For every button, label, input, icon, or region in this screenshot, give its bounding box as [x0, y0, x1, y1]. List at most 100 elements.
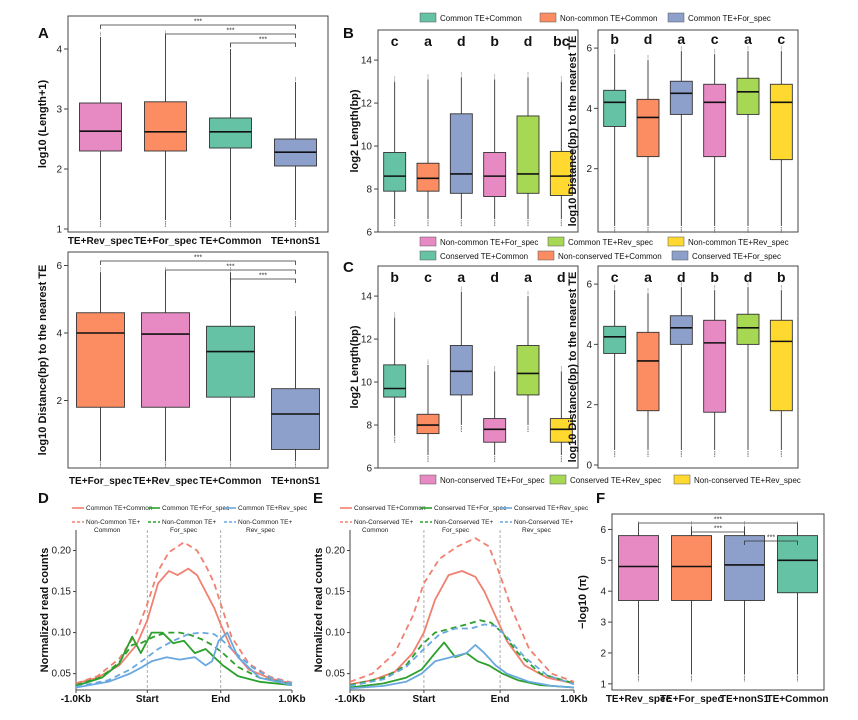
- outlier-point-B_left: [494, 220, 496, 222]
- outlier-point-C_right: [647, 289, 649, 291]
- outlier-point-B_left: [460, 220, 462, 222]
- series-line-E-2: [349, 641, 575, 689]
- outlier-point-B_right: [680, 48, 682, 50]
- significance-letter-C_right: a: [644, 269, 652, 285]
- category-label-F: TE+Rev_spec: [606, 694, 672, 705]
- legend-swatch-legend_c_top: [671, 250, 689, 261]
- box-B_left: [449, 113, 473, 194]
- outlier-point-B_left: [560, 79, 562, 81]
- y-tick-label-F: 3: [600, 618, 606, 629]
- outlier-point-B_left: [427, 75, 429, 77]
- outlier-point-A_top: [164, 221, 167, 223]
- outlier-point-C_left: [460, 288, 462, 290]
- outlier-point-B_right: [647, 231, 649, 233]
- outlier-point-C_right: [614, 450, 616, 453]
- y-tick-label-A_bottom: 6: [56, 261, 62, 272]
- outlier-point-C_left: [394, 315, 396, 317]
- y-tick-label-D: 0.05: [52, 669, 72, 680]
- box-B_left: [549, 150, 573, 196]
- y-tick-label-B_right: 6: [586, 44, 592, 55]
- legend-label-legend_d: Non-Common TE+: [86, 519, 140, 526]
- outlier-point-B_left: [494, 223, 496, 225]
- x-tick-label-D: -1.0Kb: [61, 694, 92, 705]
- legend-label-legend_e: Non-Conserved TE+: [354, 519, 414, 526]
- outlier-point-A_top: [229, 221, 232, 223]
- outlier-point-C_left: [527, 290, 529, 292]
- legend-label-legend_e: Non-Conserved TE+: [514, 519, 574, 526]
- significance-letter-C_right: b: [710, 269, 719, 285]
- y-axis-title-E: Normalized read counts: [313, 548, 325, 673]
- outlier-point-C_left: [560, 456, 562, 458]
- outlier-point-C_right: [714, 286, 716, 288]
- legend-label-legend_d: Non-Common TE+: [162, 519, 216, 526]
- outlier-point-A_top: [100, 35, 101, 37]
- outlier-point-C_left: [560, 460, 562, 463]
- outlier-point-A_bottom: [100, 266, 101, 268]
- x-tick-label-E: -1.0Kb: [335, 694, 366, 705]
- outlier-point-B_left: [394, 223, 396, 225]
- series-line-E-4: [349, 644, 575, 690]
- panel-letter-f: F: [596, 490, 605, 507]
- box-B_left: [516, 115, 540, 194]
- y-tick-label-D: 0.10: [52, 628, 72, 639]
- outlier-point-C_left: [394, 312, 396, 314]
- outlier-point-C_right: [680, 455, 682, 457]
- outlier-point-B_right: [747, 49, 749, 51]
- y-tick-label-F: 2: [600, 648, 606, 659]
- category-label-A_top: TE+nonS1: [271, 236, 321, 247]
- significance-letter-C_right: c: [611, 269, 619, 285]
- outlier-point-C_right: [680, 284, 682, 286]
- legend-label-legend_b_bottom: Non-common TE+For_spec: [440, 238, 538, 247]
- significance-letter-C_left: a: [457, 269, 465, 285]
- outlier-point-B_right: [714, 52, 716, 54]
- outlier-point-A_bottom: [294, 467, 297, 469]
- y-tick-label-B_left: 14: [361, 56, 373, 67]
- y-tick-label-B_left: 12: [361, 99, 373, 110]
- outlier-point-A_top: [165, 30, 166, 32]
- series-line-E-0: [349, 570, 575, 686]
- outlier-point-A_bottom: [99, 462, 102, 464]
- legend-label-legend_c_top: Non-conserved TE+Common: [558, 252, 662, 261]
- outlier-point-C_left: [494, 367, 496, 369]
- y-tick-label-A_top: 2: [56, 165, 62, 176]
- y-axis-title-D: Normalized read counts: [39, 548, 51, 673]
- outlier-point-C_right: [647, 450, 649, 453]
- legend-label-legend_d: Common: [94, 527, 121, 534]
- legend-label-legend_c_top: Conserved TE+Common: [440, 252, 528, 261]
- outlier-point-C_right: [747, 283, 749, 285]
- outlier-point-A_bottom: [165, 268, 166, 270]
- outlier-point-A_bottom: [99, 463, 102, 466]
- outlier-point-A_bottom: [230, 268, 231, 270]
- y-tick-label-B_left: 6: [366, 228, 372, 239]
- outlier-point-A_top: [99, 221, 102, 223]
- outlier-point-F: [637, 677, 640, 679]
- box-C_left: [516, 345, 540, 396]
- outlier-point-B_left: [527, 74, 529, 76]
- box-C_left: [449, 345, 473, 396]
- outlier-point-C_right: [780, 450, 782, 453]
- legend-label-legend_b_top: Non-common TE+Common: [560, 14, 657, 23]
- outlier-point-C_right: [747, 452, 749, 454]
- significance-letter-B_right: a: [744, 31, 752, 47]
- outlier-point-C_left: [494, 369, 496, 371]
- outlier-point-B_left: [460, 224, 462, 227]
- legend-swatch-legend_b_bottom: [547, 236, 565, 247]
- plot-frame-F: [611, 513, 825, 691]
- x-tick-label-D: End: [211, 694, 230, 705]
- outlier-point-B_left: [460, 71, 462, 73]
- significance-stars-F: ***: [714, 526, 722, 533]
- outlier-point-B_left: [460, 75, 462, 77]
- outlier-point-B_left: [460, 73, 462, 75]
- outlier-point-B_right: [747, 48, 749, 50]
- y-tick-label-E: 0.20: [326, 546, 346, 557]
- y-tick-label-B_left: 10: [361, 142, 373, 153]
- outlier-point-F: [743, 680, 746, 682]
- legend-label-legend_c_bottom: Non-conserved TE+For_spec: [440, 476, 545, 485]
- outlier-point-F: [796, 677, 799, 679]
- significance-letter-B_left: d: [457, 33, 466, 49]
- outlier-point-A_top: [229, 225, 232, 227]
- outlier-point-A_top: [294, 222, 297, 224]
- legend-swatch-legend_c_bottom: [419, 474, 437, 485]
- legend-label-legend_d: Rev_spec: [246, 527, 276, 534]
